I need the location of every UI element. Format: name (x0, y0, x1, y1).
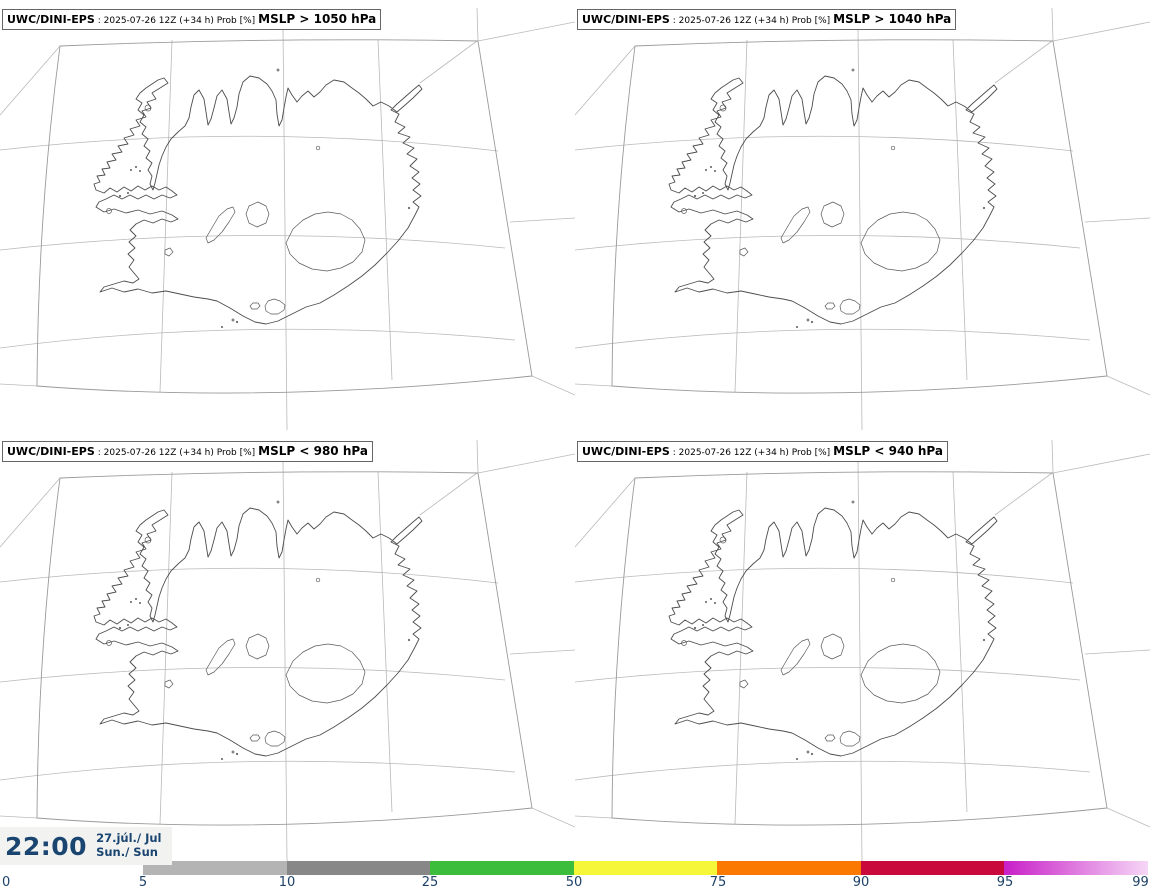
valid-day-line: Sun./ Sun (96, 845, 158, 859)
valid-time-date: 27.júl./ Jul Sun./ Sun (96, 831, 162, 860)
panel-title-box: UWC/DINI-EPS: 2025-07-26 12Z (+34 h) Pro… (577, 9, 957, 30)
panel-title-box: UWC/DINI-EPS: 2025-07-26 12Z (+34 h) Pro… (577, 441, 948, 462)
colorbar-label-95: 95 (996, 875, 1014, 890)
probability-colorbar (143, 861, 1149, 875)
colorbar-label-10: 10 (278, 875, 296, 890)
colorbar-segment-5-10 (143, 861, 287, 875)
colorbar-label-99: 99 (1132, 875, 1149, 890)
colorbar-segment-90-95 (860, 861, 1005, 875)
colorbar-segment-95-99 (1004, 861, 1149, 875)
threshold-label: MSLP > 1050 hPa (258, 12, 377, 26)
panel-title-box: UWC/DINI-EPS: 2025-07-26 12Z (+34 h) Pro… (2, 9, 382, 30)
model-name: UWC/DINI-EPS (582, 13, 670, 26)
model-name: UWC/DINI-EPS (7, 13, 95, 26)
colorbar-label-25: 25 (421, 875, 439, 890)
colorbar-segment-25-50 (430, 861, 574, 875)
valid-date-line: 27.júl./ Jul (96, 831, 162, 846)
threshold-label: MSLP > 1040 hPa (833, 12, 952, 26)
panel-mslp-lt-940: UWC/DINI-EPS: 2025-07-26 12Z (+34 h) Pro… (575, 432, 1150, 864)
iceland-map (575, 7, 1150, 431)
panel-title-box: UWC/DINI-EPS: 2025-07-26 12Z (+34 h) Pro… (2, 441, 373, 462)
threshold-label: MSLP < 980 hPa (258, 444, 368, 458)
colorbar-segment-10-25 (286, 861, 431, 875)
run-details: : 2025-07-26 12Z (+34 h) Prob [%] (97, 448, 256, 458)
colorbar-label-0: 0 (2, 875, 11, 890)
valid-time-clock: 22:00 (5, 831, 88, 861)
iceland-map (0, 439, 575, 863)
colorbar-label-50: 50 (565, 875, 583, 890)
colorbar-label-90: 90 (852, 875, 870, 890)
panel-mslp-gt-1050: UWC/DINI-EPS: 2025-07-26 12Z (+34 h) Pro… (0, 0, 575, 432)
panel-mslp-gt-1040: UWC/DINI-EPS: 2025-07-26 12Z (+34 h) Pro… (575, 0, 1150, 432)
colorbar-label-75: 75 (709, 875, 727, 890)
valid-time-block: 22:00 27.júl./ Jul Sun./ Sun (0, 827, 172, 865)
threshold-label: MSLP < 940 hPa (833, 444, 943, 458)
model-name: UWC/DINI-EPS (7, 445, 95, 458)
colorbar-label-5: 5 (138, 875, 148, 890)
iceland-map (0, 7, 575, 431)
run-details: : 2025-07-26 12Z (+34 h) Prob [%] (672, 16, 831, 26)
iceland-map (575, 439, 1150, 863)
panel-mslp-lt-980: UWC/DINI-EPS: 2025-07-26 12Z (+34 h) Pro… (0, 432, 575, 864)
colorbar-segment-75-90 (717, 861, 861, 875)
run-details: : 2025-07-26 12Z (+34 h) Prob [%] (97, 16, 256, 26)
model-name: UWC/DINI-EPS (582, 445, 670, 458)
colorbar-segment-50-75 (573, 861, 718, 875)
colorbar-tick-labels: 0 5 10 25 50 75 90 95 99 (0, 875, 1150, 891)
run-details: : 2025-07-26 12Z (+34 h) Prob [%] (672, 448, 831, 458)
